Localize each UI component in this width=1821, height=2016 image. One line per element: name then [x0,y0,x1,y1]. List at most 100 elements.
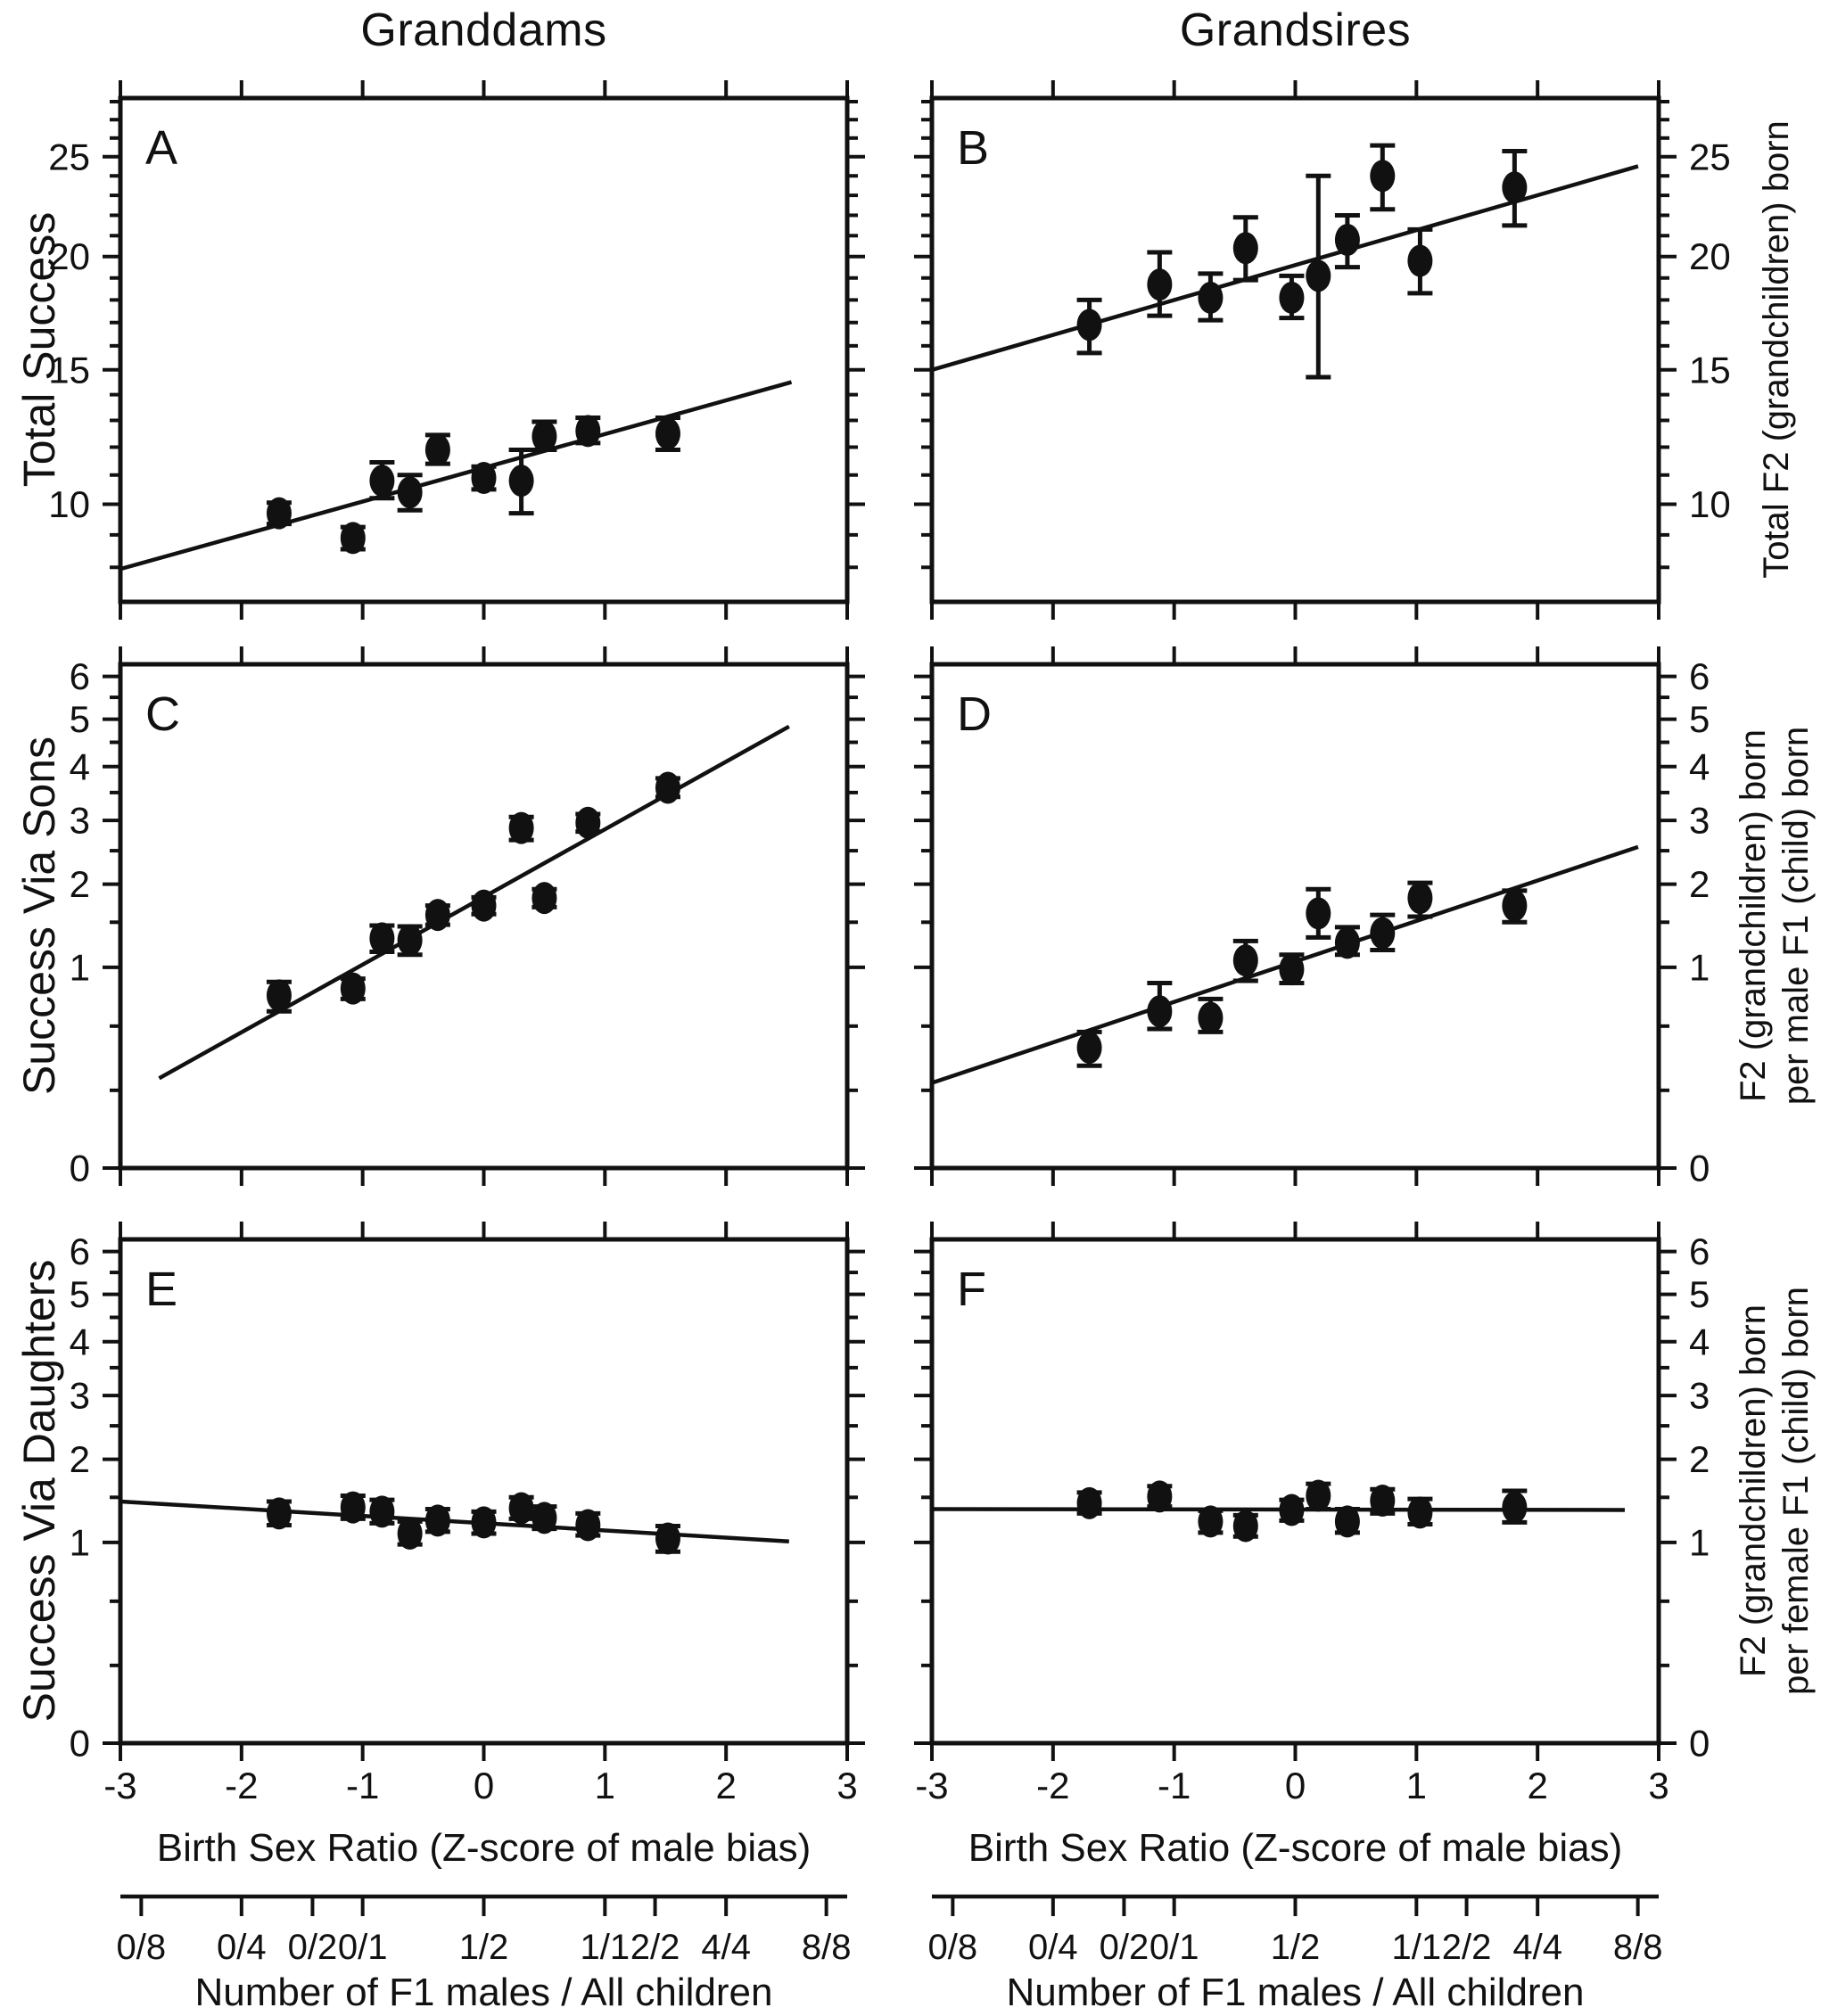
data-marker [1147,268,1173,301]
secondary-tick-label: 8/8 [802,1928,852,1967]
data-marker [1334,223,1360,256]
data-point [1502,888,1528,925]
data-point [424,1504,450,1537]
panel-letter: B [957,121,989,175]
y-tick-label: 6 [70,655,90,697]
data-point [508,448,534,516]
data-point [1407,1496,1433,1529]
data-point [340,972,366,1005]
data-point [397,924,423,958]
data-marker [1279,281,1305,314]
data-marker [575,806,601,839]
x-tick-label: -2 [1036,1765,1069,1806]
data-marker [1334,926,1360,959]
y-tick-label: 5 [1689,1273,1710,1315]
data-marker [471,889,497,922]
panel-letter: A [145,121,177,175]
data-point [369,1495,395,1528]
data-point [369,460,395,501]
data-point [471,461,497,494]
data-marker [424,1504,450,1537]
x-tick-label: 0 [474,1765,494,1806]
data-point [1076,1486,1102,1519]
secondary-tick-label: 0/8 [117,1928,167,1967]
data-marker [1306,1479,1331,1512]
data-marker [397,924,423,957]
x-axis-label-left: Birth Sex Ratio (Z-score of male bias) [156,1826,812,1870]
y-tick-label: 15 [1689,349,1731,391]
data-marker [1306,259,1331,292]
y-axis-title-line: Total F2 (grandchildren) born [1757,120,1796,579]
data-marker [1076,1486,1102,1519]
data-marker [1370,1485,1396,1518]
y-tick-label: 25 [48,136,90,177]
data-point [531,419,557,453]
secondary-tick-label: 4/4 [1512,1928,1562,1967]
panel-C: 0 1 2 3 4 56 C [70,646,865,1189]
secondary-tick-label: 2/2 [630,1928,680,1967]
x-tick-label: 1 [1406,1765,1427,1806]
panel-letter: F [957,1263,986,1316]
data-marker [340,522,366,555]
x-tick-label: 1 [595,1765,615,1806]
x-tick-label: -3 [915,1765,948,1806]
y-tick-label: 3 [1689,800,1710,842]
data-marker [531,882,557,915]
data-point [575,415,601,448]
regression-line [119,1499,789,1544]
secondary-tick-label: 0/2 [288,1928,338,1967]
panel-frame [118,95,850,605]
y-tick-label: 5 [70,698,90,740]
secondary-tick-label: 0/8 [928,1928,978,1967]
data-point [1279,273,1305,321]
data-marker [508,1492,534,1525]
secondary-tick-label: 1/1 [1392,1928,1442,1967]
data-marker [1279,953,1305,986]
data-point [1147,980,1173,1032]
y-tick-label: 2 [1689,863,1710,905]
y-tick-label: 5 [70,1273,90,1315]
y-tick-label: 0 [1689,1148,1710,1189]
data-point [655,771,680,804]
column-title-granddams: Granddams [360,4,607,56]
data-point [1407,226,1433,296]
data-point [1407,880,1433,919]
data-marker [575,415,601,448]
secondary-axis-left: 0/8 0/4 0/2 0/1 1/2 1/1 2/2 4/4 8/8 [117,1894,852,1967]
secondary-tick-label: 2/2 [1442,1928,1492,1967]
data-marker [1198,1001,1224,1034]
data-point [1370,1485,1396,1518]
data-point [266,979,292,1014]
y-tick-label: 6 [1689,1230,1710,1272]
x-tick-label: 3 [1648,1765,1669,1806]
data-point [1370,143,1396,212]
panel-D: 0 1 2 3 4 56 D [914,646,1710,1189]
y-axis-title-total-success: Total Success [14,211,64,488]
data-marker [1279,1493,1305,1526]
x-tick-label: -1 [1158,1765,1191,1806]
data-marker [397,1517,423,1550]
data-point [655,416,680,453]
x-tick-label: 3 [836,1765,857,1806]
data-marker [1076,309,1102,341]
y-axis-title-f2-per-male-f1: F2 (grandchildren) born per male F1 (chi… [1732,727,1817,1106]
secondary-tick-label: 0/1 [338,1928,388,1967]
y-tick-label: 4 [1689,1321,1710,1362]
data-marker [340,1491,366,1524]
data-marker [655,1522,680,1555]
regression-line [931,164,1639,372]
data-marker [340,972,366,1005]
secondary-axis-label-left: Number of F1 males / All children [194,1971,773,2014]
data-point [1198,1505,1224,1538]
x-tick-label: 0 [1285,1765,1306,1806]
data-marker [397,476,423,509]
y-tick-label: 1 [70,1521,90,1563]
y-tick-label: 20 [1689,235,1731,277]
data-point [1279,1493,1305,1526]
y-tick-label: 20 [48,235,90,277]
data-point [471,1506,497,1539]
secondary-tick-label: 0/4 [1028,1928,1078,1967]
data-marker [655,771,680,804]
